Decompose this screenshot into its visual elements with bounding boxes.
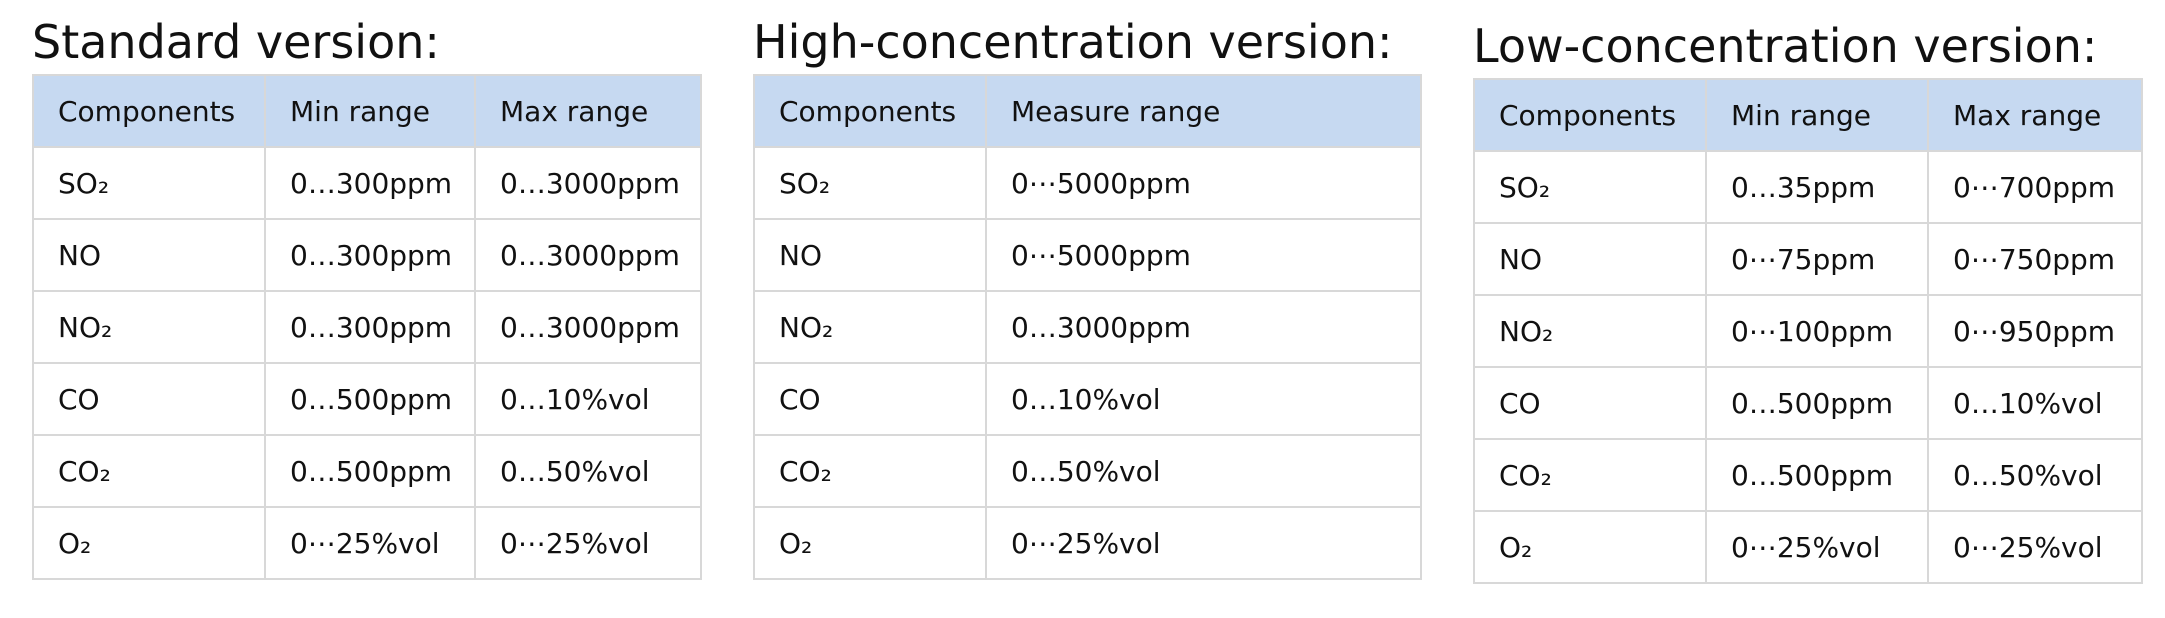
table-cell: O₂ [32,506,266,580]
spec-table: Components Min range Max range SO₂ 0…35ppm 0⋯… [1473,78,2143,584]
table-cell: SO₂ [753,146,987,220]
table-row: CO₂ 0…50%vol [753,434,1422,508]
table-cell: 0…300ppm [264,146,476,220]
table-row: CO 0…10%vol [753,362,1422,436]
table-row: O₂ 0⋯25%vol [753,506,1422,580]
table-cell: NO₂ [753,290,987,364]
header-row: Components Min range Max range [32,74,702,148]
table-cell: 0⋯25%vol [1705,510,1929,584]
table-cell: CO [1473,366,1707,440]
table-block: Low-concentration version: Components Min … [1473,14,2143,584]
table-cell: 0…50%vol [1927,438,2143,512]
header-cell: Max range [1927,78,2143,152]
table-cell: SO₂ [1473,150,1707,224]
table-cell: 0⋯25%vol [264,506,476,580]
table-row: SO₂ 0…35ppm 0⋯700ppm [1473,150,2143,224]
header-cell: Max range [474,74,702,148]
table-cell: 0⋯25%vol [985,506,1422,580]
table-block: Standard version: Components Min range Max … [32,10,702,580]
spec-table: Components Min range Max range SO₂ 0…300ppm 0… [32,74,702,580]
table-row: SO₂ 0⋯5000ppm [753,146,1422,220]
table-cell: 0…3000ppm [474,146,702,220]
table-cell: 0…300ppm [264,290,476,364]
table-cell: 0…500ppm [264,362,476,436]
table-cell: 0…50%vol [985,434,1422,508]
header-cell: Components [1473,78,1707,152]
header-cell: Components [32,74,266,148]
table-title: Standard version: [32,15,440,69]
table-cell: 0…3000ppm [985,290,1422,364]
spec-table: Components Measure range SO₂ 0⋯5000ppm NO 0⋯5… [753,74,1422,580]
table-cell: 0⋯5000ppm [985,146,1422,220]
table-row: CO₂ 0…500ppm 0…50%vol [32,434,702,508]
table-cell: CO₂ [1473,438,1707,512]
table-row: NO₂ 0…300ppm 0…3000ppm [32,290,702,364]
table-cell: 0…500ppm [264,434,476,508]
table-title: High-concentration version: [753,15,1393,69]
table-cell: NO [32,218,266,292]
table-row: NO 0⋯75ppm 0⋯750ppm [1473,222,2143,296]
header-cell: Min range [264,74,476,148]
header-row: Components Measure range [753,74,1422,148]
table-cell: 0…500ppm [1705,366,1929,440]
table-cell: 0⋯750ppm [1927,222,2143,296]
table-cell: 0⋯5000ppm [985,218,1422,292]
table-row: SO₂ 0…300ppm 0…3000ppm [32,146,702,220]
table-cell: NO [753,218,987,292]
table-row: O₂ 0⋯25%vol 0⋯25%vol [1473,510,2143,584]
header-cell: Components [753,74,987,148]
table-cell: 0⋯700ppm [1927,150,2143,224]
table-cell: CO [753,362,987,436]
table-cell: CO₂ [32,434,266,508]
table-title: Low-concentration version: [1473,19,2098,73]
header-row: Components Min range Max range [1473,78,2143,152]
table-cell: NO₂ [1473,294,1707,368]
table-cell: 0⋯100ppm [1705,294,1929,368]
table-cell: NO [1473,222,1707,296]
table-cell: O₂ [753,506,987,580]
header-cell: Min range [1705,78,1929,152]
table-cell: 0…300ppm [264,218,476,292]
table-cell: 0⋯950ppm [1927,294,2143,368]
table-cell: 0…50%vol [474,434,702,508]
table-block: High-concentration version: Components Mea… [753,10,1422,580]
table-cell: 0…3000ppm [474,218,702,292]
table-row: O₂ 0⋯25%vol 0⋯25%vol [32,506,702,580]
table-row: CO 0…500ppm 0…10%vol [32,362,702,436]
table-row: NO 0⋯5000ppm [753,218,1422,292]
table-row: NO₂ 0…3000ppm [753,290,1422,364]
table-row: CO₂ 0…500ppm 0…50%vol [1473,438,2143,512]
table-cell: NO₂ [32,290,266,364]
table-cell: 0…500ppm [1705,438,1929,512]
table-cell: CO₂ [753,434,987,508]
table-cell: O₂ [1473,510,1707,584]
table-cell: 0⋯75ppm [1705,222,1929,296]
table-row: NO₂ 0⋯100ppm 0⋯950ppm [1473,294,2143,368]
table-cell: 0…10%vol [985,362,1422,436]
table-cell: 0⋯25%vol [1927,510,2143,584]
header-cell: Measure range [985,74,1422,148]
table-cell: 0⋯25%vol [474,506,702,580]
table-cell: 0…35ppm [1705,150,1929,224]
table-row: NO 0…300ppm 0…3000ppm [32,218,702,292]
table-cell: 0…3000ppm [474,290,702,364]
table-cell: CO [32,362,266,436]
table-cell: 0…10%vol [1927,366,2143,440]
table-cell: 0…10%vol [474,362,702,436]
table-cell: SO₂ [32,146,266,220]
table-row: CO 0…500ppm 0…10%vol [1473,366,2143,440]
